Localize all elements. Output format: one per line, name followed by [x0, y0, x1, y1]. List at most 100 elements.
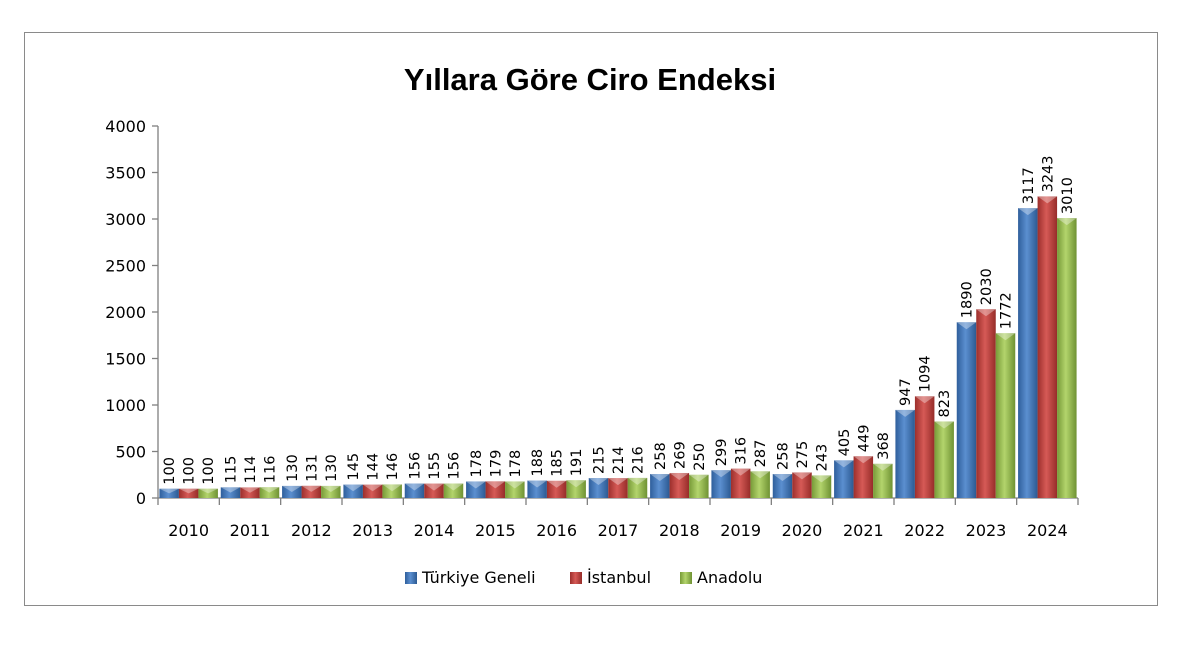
data-labels-group: 100 115 130 145 156 178 188 215 258 299 258 4059471… [162, 155, 1076, 484]
data-label: 3010 [1060, 177, 1076, 214]
data-label: 269 [672, 441, 688, 469]
bar [627, 477, 648, 498]
bar-bevel [282, 485, 302, 492]
data-label: 144 [366, 453, 382, 481]
bar [811, 475, 832, 498]
data-label: 823 [937, 390, 953, 418]
data-label: 316 [734, 437, 750, 465]
bar-bevel [566, 480, 586, 488]
data-label: 287 [753, 440, 769, 468]
bar-bevel [853, 456, 874, 464]
bar [730, 468, 751, 498]
bar [546, 480, 567, 498]
data-label: 178 [508, 450, 524, 478]
bar [301, 485, 322, 498]
data-label: 185 [550, 449, 566, 477]
bar-bevel [343, 484, 363, 492]
bar-bevel [711, 470, 731, 478]
x-tick-label: 2023 [966, 521, 1007, 540]
bar [220, 487, 241, 498]
bar [485, 481, 506, 498]
data-label: 449 [856, 425, 872, 453]
bar-bevel [730, 468, 751, 476]
bar [404, 483, 425, 498]
data-label: 243 [815, 444, 831, 472]
bar [527, 480, 547, 498]
data-label: 146 [385, 453, 401, 481]
bar-bevel [321, 485, 341, 492]
bar-bevel [873, 463, 893, 471]
bar-bevel [995, 333, 1016, 341]
bar [1037, 196, 1058, 498]
data-label: 155 [427, 452, 443, 480]
data-label: 216 [631, 446, 647, 474]
data-label: 1772 [999, 292, 1015, 329]
bar [792, 472, 812, 498]
data-label: 178 [469, 450, 485, 478]
data-label: 3243 [1040, 155, 1056, 192]
bar [282, 485, 302, 498]
bar-bevel [689, 474, 709, 482]
bar-bevel [669, 472, 690, 480]
x-axis: 2010 2011 2012 2013 2014 2015 2016 2017 2018 2019… [157, 497, 1079, 540]
bar [956, 322, 977, 498]
data-label: 130 [285, 454, 301, 482]
bar-bevel [792, 472, 812, 480]
data-label: 156 [447, 452, 463, 480]
y-tick-label: 4000 [105, 117, 146, 136]
y-tick-label: 3500 [105, 164, 146, 183]
x-tick-label: 2019 [720, 521, 761, 540]
data-label: 258 [653, 442, 669, 470]
x-tick-label: 2015 [475, 521, 516, 540]
bar-bevel [627, 477, 648, 485]
x-tick-label: 2021 [843, 521, 884, 540]
data-label: 1094 [918, 355, 934, 392]
bar [588, 478, 609, 498]
bar-bevel [443, 483, 464, 491]
bar [834, 460, 854, 498]
bar-bevel [772, 474, 793, 482]
bar [934, 421, 954, 498]
x-tick-label: 2010 [168, 521, 209, 540]
bar-bevel [178, 488, 199, 494]
bar [895, 409, 915, 498]
bar [466, 481, 486, 498]
data-label: 116 [263, 456, 279, 484]
chart-frame [24, 32, 1158, 606]
bar-bevel [1037, 196, 1058, 204]
bar-bevel [220, 487, 241, 493]
bar [1018, 208, 1038, 498]
x-tick-label: 2013 [352, 521, 393, 540]
bar-bevel [588, 478, 609, 486]
bar [240, 487, 260, 498]
data-label: 156 [408, 452, 424, 480]
data-label: 100 [201, 457, 217, 485]
bar-bevel [895, 409, 915, 417]
data-label: 1890 [960, 281, 976, 318]
data-label: 214 [611, 446, 627, 474]
data-label: 179 [488, 450, 504, 478]
x-tick-label: 2024 [1027, 521, 1068, 540]
data-label: 405 [837, 429, 853, 457]
bar-bevel [424, 483, 444, 491]
bar [362, 484, 383, 498]
bar-bevel [362, 484, 383, 492]
x-tick-label: 2014 [414, 521, 455, 540]
legend-swatch [680, 572, 692, 584]
y-tick-label: 1000 [105, 396, 146, 415]
bar-bevel [834, 460, 854, 468]
bar-bevel [404, 483, 425, 491]
data-label: 100 [162, 457, 178, 485]
data-label: 191 [569, 449, 585, 477]
x-tick-label: 2017 [598, 521, 639, 540]
bars-group [159, 196, 1077, 498]
data-label: 258 [776, 442, 792, 470]
bar [750, 471, 770, 498]
bar [259, 487, 280, 498]
bar-bevel [934, 421, 954, 429]
bar [159, 488, 179, 498]
bar-bevel [259, 487, 280, 493]
bar-bevel [527, 480, 547, 488]
data-label: 114 [243, 456, 259, 484]
